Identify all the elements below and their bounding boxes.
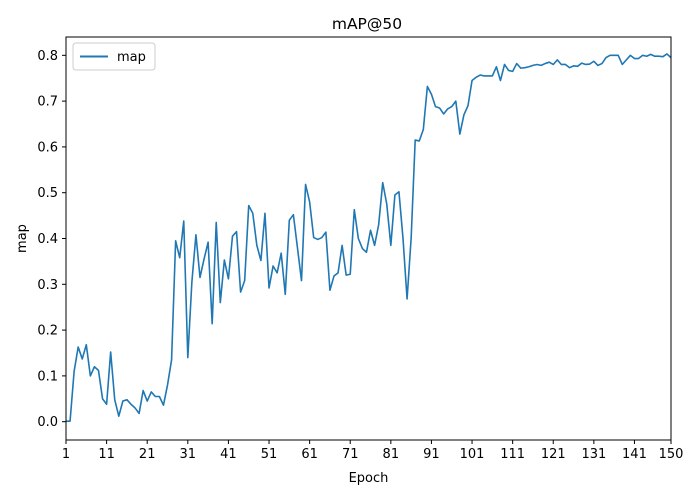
x-tick-label: 41 bbox=[220, 447, 237, 462]
x-axis-label: Epoch bbox=[349, 471, 389, 486]
x-tick-label: 21 bbox=[139, 447, 156, 462]
x-tick-label: 141 bbox=[622, 447, 647, 462]
axis-ticks: 1 11 21 31 41 51 61 71 81 91 101 111 121 131 141 1500.0… bbox=[37, 49, 683, 462]
x-tick-label: 81 bbox=[383, 447, 400, 462]
y-tick-label: 0.0 bbox=[37, 415, 58, 430]
axes-frame bbox=[65, 36, 672, 441]
x-tick-label: 1 bbox=[62, 447, 70, 462]
y-tick-label: 0.8 bbox=[37, 49, 58, 64]
chart-title: mAP@50 bbox=[332, 15, 402, 33]
y-tick-label: 0.6 bbox=[37, 140, 58, 155]
y-tick-label: 0.1 bbox=[37, 369, 58, 384]
x-tick-label: 150 bbox=[659, 447, 684, 462]
y-axis-label: map bbox=[15, 224, 30, 253]
x-tick-label: 31 bbox=[180, 447, 197, 462]
y-tick-label: 0.4 bbox=[37, 232, 58, 247]
series-layer bbox=[66, 53, 672, 423]
series-line-map bbox=[66, 53, 672, 423]
x-tick-label: 111 bbox=[500, 447, 525, 462]
x-tick-label: 101 bbox=[460, 447, 485, 462]
x-tick-label: 91 bbox=[423, 447, 440, 462]
y-tick-label: 0.7 bbox=[37, 95, 58, 110]
legend-box bbox=[72, 42, 156, 71]
y-tick-label: 0.2 bbox=[37, 324, 58, 339]
y-tick-label: 0.5 bbox=[37, 186, 58, 201]
x-tick-label: 61 bbox=[301, 447, 318, 462]
legend: map bbox=[72, 42, 156, 71]
x-tick-label: 121 bbox=[541, 447, 566, 462]
x-tick-label: 131 bbox=[581, 447, 606, 462]
y-tick-label: 0.3 bbox=[37, 278, 58, 293]
x-tick-label: 71 bbox=[342, 447, 359, 462]
x-tick-label: 51 bbox=[261, 447, 278, 462]
x-tick-label: 11 bbox=[98, 447, 115, 462]
legend-label-map: map bbox=[117, 50, 146, 65]
